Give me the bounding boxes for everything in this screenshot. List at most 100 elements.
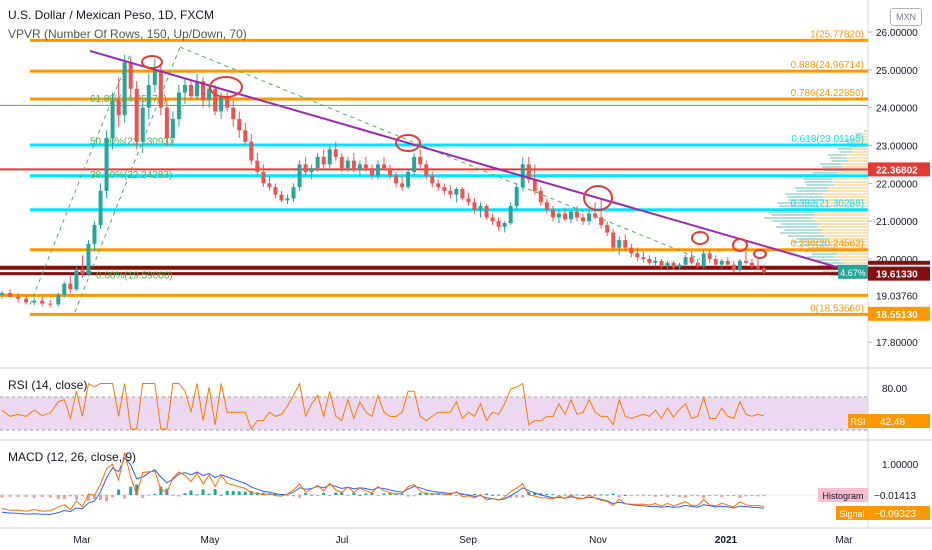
macd-histogram-bar [273, 493, 277, 495]
candle-up [375, 164, 380, 176]
candle-down [394, 175, 399, 184]
candle-down [351, 160, 356, 171]
macd-histogram-bar [56, 495, 60, 499]
volume-profile-bar-down [820, 223, 868, 225]
macd-tick-label: 1.00000 [882, 460, 919, 471]
macd-histogram-bar [672, 495, 676, 496]
volume-profile-bar-down [851, 148, 868, 150]
macd-histogram-bar [762, 495, 766, 497]
volume-profile-bar-down [832, 178, 868, 180]
candle-up [0, 293, 4, 295]
macd-histogram-bar [310, 494, 314, 496]
candle-up [478, 206, 483, 210]
macd-histogram-bar [316, 495, 320, 496]
volume-profile-bar-up [776, 226, 818, 228]
macd-histogram-bar [581, 494, 585, 496]
macd-histogram-bar [485, 493, 489, 495]
volume-profile-bar-down [830, 244, 868, 246]
volume-profile-bar-up [796, 190, 829, 192]
candle-up [683, 257, 688, 265]
volume-profile-bar-down [833, 181, 868, 183]
annotation-circle [141, 55, 163, 69]
annotation-circle [583, 185, 613, 211]
macd-line [1, 456, 765, 515]
fib-level-label: 0(18.53660) [810, 303, 864, 314]
candle-up [327, 149, 332, 165]
y-tick-label: 24.00000 [876, 104, 918, 115]
volume-profile-bar-up [823, 262, 844, 264]
macd-histogram-bar [207, 493, 211, 495]
candle-down [466, 198, 471, 203]
x-tick-label: May [201, 535, 220, 546]
candle-up [653, 260, 658, 263]
y-tick-label: 22.00000 [876, 179, 918, 190]
candle-up [719, 260, 724, 265]
currency-badge[interactable]: MXN [890, 8, 922, 26]
candle-down [484, 206, 489, 218]
candle-up [617, 240, 622, 248]
volume-profile-bar-down [814, 214, 868, 216]
candle-down [562, 213, 567, 220]
price-tag-label: 22.36802 [876, 165, 918, 176]
candle-down [237, 119, 242, 131]
macd-histogram-bar [756, 495, 760, 497]
candle-up [92, 224, 97, 244]
candle-up [285, 198, 290, 201]
rsi-tag-label: RSI [850, 417, 865, 427]
macd-histogram-bar [147, 495, 151, 496]
y-tick-label: 25.00000 [876, 66, 918, 77]
macd-histogram-bar [237, 491, 241, 495]
macd-histogram-bar [641, 495, 645, 497]
volume-profile-bar-down [837, 172, 868, 174]
macd-histogram-bar [388, 493, 392, 495]
macd-histogram-bar [647, 495, 651, 496]
candle-down [544, 202, 549, 210]
candle-down [755, 266, 760, 269]
volume-profile-bar-down [865, 130, 868, 132]
volume-profile-bar-up [808, 247, 836, 249]
candle-down [261, 171, 266, 184]
macd-histogram-bar [261, 492, 265, 495]
candle-down [581, 217, 586, 222]
candle-down [647, 259, 652, 263]
candle-up [514, 187, 519, 207]
candle-up [98, 190, 103, 225]
macd-histogram-bar [472, 493, 476, 495]
candle-up [140, 107, 145, 142]
signal-line [1, 452, 765, 512]
x-tick-label: Mar [73, 535, 91, 546]
candle-down [550, 209, 555, 218]
vpvr-label[interactable]: VPVR (Number Of Rows, 150, Up/Down, 70) [8, 27, 247, 41]
channel-line [29, 54, 131, 305]
macd-histogram-bar [551, 494, 555, 496]
candle-down [448, 190, 453, 195]
fib-level-label: 0.888(24.96714) [791, 60, 864, 71]
macd-histogram-bar [527, 492, 531, 495]
volume-profile-bar-down [824, 235, 868, 237]
histogram-tag-label: Histogram [822, 491, 863, 501]
candles [0, 54, 766, 308]
macd-histogram-bar [563, 494, 567, 496]
macd-histogram-bar [177, 495, 181, 497]
macd-histogram-bar [750, 495, 754, 497]
candle-up [587, 213, 592, 222]
y-tick-label: 21.00000 [876, 217, 918, 228]
candle-down [671, 262, 676, 268]
candle-up [86, 243, 91, 275]
candle-up [701, 253, 706, 267]
macd-histogram-bar [189, 490, 193, 495]
candle-up [195, 81, 200, 97]
macd-histogram-bar [225, 490, 229, 495]
chart-title: U.S. Dollar / Mexican Peso, 1D, FXCM [8, 8, 215, 22]
candle-down [635, 253, 640, 258]
candle-up [32, 300, 37, 303]
macd-histogram-bar [141, 495, 145, 498]
macd-histogram-bar [497, 494, 501, 496]
x-tick-label: Nov [589, 535, 607, 546]
macd-histogram-bar [605, 494, 609, 496]
macd-histogram-bar [352, 492, 356, 495]
y-tick-label: 23.00000 [876, 142, 918, 153]
x-tick-label: 2021 [715, 535, 738, 546]
volume-profile-bar-up [764, 217, 811, 219]
